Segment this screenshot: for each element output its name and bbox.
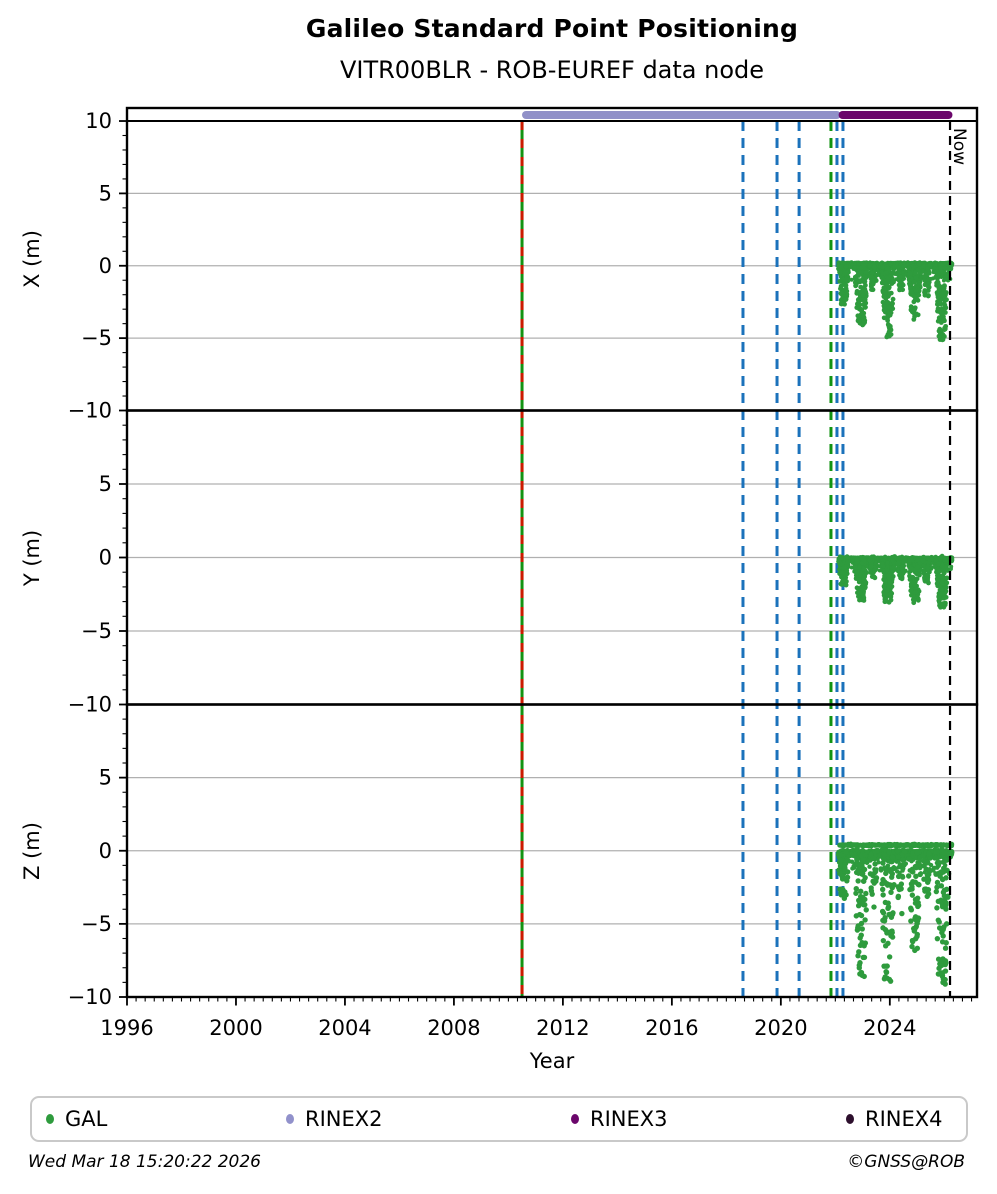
- tick-labels: 10 5 0 −5 −10 5 0 −5 −10 5 0 −5 −10 1996 2000 2004 2008 2…: [68, 109, 917, 1040]
- svg-text:2024: 2024: [863, 1016, 916, 1040]
- rinex4-marker-icon: [846, 1114, 854, 1124]
- legend-item-rinex2: RINEX2: [286, 1098, 383, 1140]
- legend-item-rinex3: RINEX3: [571, 1098, 668, 1140]
- gal-marker-icon: [46, 1114, 54, 1124]
- legend: GAL RINEX2 RINEX3 RINEX4: [30, 1096, 968, 1142]
- panel-border-x: [125, 106, 979, 412]
- panel-border-z: [125, 703, 979, 999]
- rinex3-bar: [838, 111, 953, 119]
- svg-text:5: 5: [99, 766, 112, 790]
- legend-label-gal: GAL: [65, 1106, 108, 1131]
- svg-text:−5: −5: [81, 619, 112, 643]
- now-annotation: Now: [949, 128, 969, 165]
- svg-text:10: 10: [85, 109, 112, 133]
- svg-text:5: 5: [99, 472, 112, 496]
- svg-text:−10: −10: [68, 985, 112, 1009]
- gal-scatter-x: [836, 260, 955, 343]
- chart-subtitle: VITR00BLR - ROB-EUREF data node: [339, 56, 765, 84]
- legend-label-rinex3: RINEX3: [590, 1106, 668, 1131]
- rinex2-marker-icon: [286, 1114, 294, 1124]
- legend-label-rinex4: RINEX4: [865, 1106, 943, 1131]
- generation-timestamp: Wed Mar 18 15:20:22 2026: [28, 1152, 261, 1172]
- copyright: ©GNSS@ROB: [847, 1152, 965, 1172]
- svg-text:−10: −10: [68, 693, 112, 717]
- gridlines: [127, 192, 977, 925]
- legend-item-gal: GAL: [46, 1098, 107, 1140]
- x-axis-label: Year: [529, 1049, 575, 1073]
- event-vlines: [520, 121, 845, 997]
- legend-label-rinex2: RINEX2: [305, 1106, 383, 1131]
- rinex-bars: [522, 111, 953, 119]
- svg-text:0: 0: [99, 839, 112, 863]
- svg-text:1996: 1996: [100, 1016, 153, 1040]
- svg-text:2020: 2020: [754, 1016, 807, 1040]
- svg-text:−10: −10: [68, 399, 112, 423]
- svg-text:2012: 2012: [536, 1016, 589, 1040]
- rinex3-marker-icon: [571, 1114, 579, 1124]
- svg-text:2016: 2016: [645, 1016, 698, 1040]
- gal-scatter-z: [835, 841, 955, 987]
- svg-text:−5: −5: [81, 912, 112, 936]
- svg-text:5: 5: [99, 181, 112, 205]
- svg-text:2008: 2008: [427, 1016, 480, 1040]
- rinex2-bar: [522, 111, 841, 119]
- svg-text:2000: 2000: [209, 1016, 262, 1040]
- gal-scatter-y: [836, 553, 955, 610]
- svg-text:0: 0: [99, 546, 112, 570]
- svg-text:2004: 2004: [318, 1016, 371, 1040]
- svg-text:0: 0: [99, 254, 112, 278]
- svg-text:−5: −5: [81, 326, 112, 350]
- chart-title: Galileo Standard Point Positioning: [305, 14, 799, 43]
- legend-item-rinex4: RINEX4: [846, 1098, 943, 1140]
